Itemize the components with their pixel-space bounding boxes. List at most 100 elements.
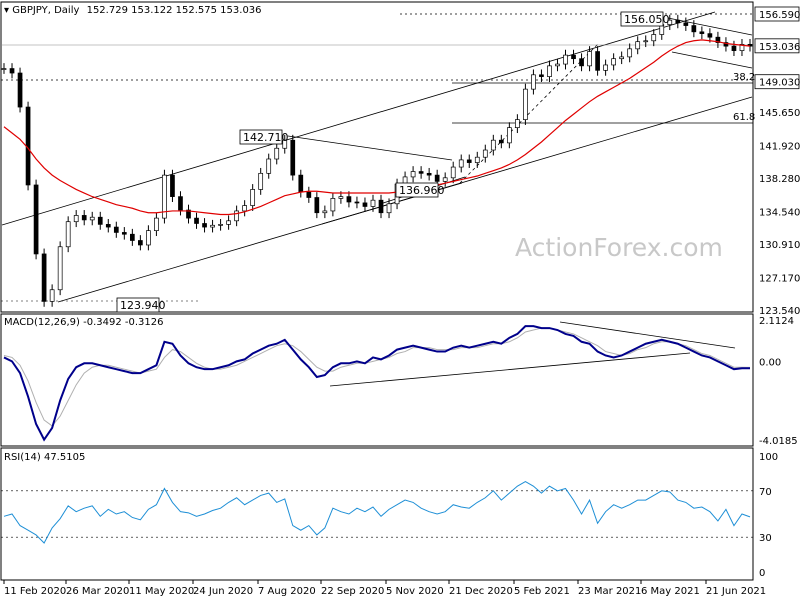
candle-body (635, 41, 641, 50)
y-tick-label: 145.650 (759, 108, 800, 119)
candle-body (466, 159, 472, 163)
annotation-156050-text: 156.050 (624, 13, 670, 26)
price-title-text: ▾ GBPJPY, Daily 152.729 153.122 152.575 … (4, 5, 262, 16)
rsi-pane-frame (0, 447, 754, 581)
candle-body (482, 149, 488, 158)
annotation-156050: 156.050 (620, 11, 670, 27)
candle-body (515, 119, 520, 129)
x-tick-label: 26 Mar 2020 (66, 586, 129, 597)
candle-body (314, 197, 320, 214)
candle-body (731, 45, 737, 51)
y-tick-label: 123.540 (759, 306, 800, 317)
candle-body (138, 240, 143, 246)
candle-body (547, 65, 552, 77)
candle-body (41, 253, 47, 302)
candle-body (370, 199, 376, 207)
candle-body (426, 172, 432, 176)
price-candles (1, 14, 753, 307)
candle-body (474, 156, 480, 163)
rsi-tick-label: 70 (759, 487, 772, 498)
candle-body (458, 159, 464, 168)
x-tick-label: 21 Dec 2020 (449, 586, 513, 597)
candle-body (146, 230, 151, 246)
candle-body (322, 210, 328, 214)
candle-body (723, 42, 729, 47)
candle-body (266, 158, 272, 174)
candle-body (121, 232, 127, 235)
candle-body (306, 191, 312, 198)
annotation-136960: 136.960 (395, 182, 445, 198)
candle-body (226, 220, 231, 225)
candle-body (346, 196, 352, 203)
candle-body (603, 64, 608, 71)
candle-body (154, 217, 159, 231)
y-tick-label: 153.036 (759, 42, 800, 53)
trend-lines (1, 11, 753, 303)
candle-body (595, 51, 600, 71)
candle-body (386, 203, 392, 214)
price-tag-box (754, 74, 800, 90)
x-tick-label: 24 Jun 2020 (193, 586, 253, 597)
rsi-tick-label: 100 (759, 452, 778, 463)
candle-body (129, 233, 135, 241)
candle-body (498, 139, 504, 144)
price-title: ▾ GBPJPY, Daily 152.729 153.122 152.575 … (4, 5, 262, 16)
candle-body (354, 201, 360, 204)
candle-body (89, 216, 95, 221)
y-tick-label: 141.920 (759, 141, 800, 152)
macd-pane-frame (0, 313, 754, 447)
candle-body (539, 74, 544, 77)
candle-body (242, 205, 247, 212)
dashed-trend-line (459, 43, 599, 184)
sma-55-line (3, 39, 751, 216)
candle-body (418, 171, 424, 174)
candle-body (739, 44, 745, 51)
x-tick-label: 5 Nov 2020 (386, 586, 444, 597)
candle-body (619, 56, 625, 60)
channel-upper-line (1, 11, 716, 226)
macd-tick-label: 0.00 (759, 357, 781, 368)
candle-body (162, 174, 167, 219)
x-tick-label: 11 Feb 2020 (4, 586, 66, 597)
candle-body (234, 210, 239, 222)
candle-body (97, 216, 103, 225)
price-pane-frame (0, 1, 754, 313)
candle-body (691, 25, 697, 33)
candle-body (715, 36, 721, 43)
y-tick-label: 127.170 (759, 273, 800, 284)
candle-body (410, 171, 416, 178)
candle-body (571, 54, 576, 60)
macd-lines (3, 325, 751, 442)
rsi-title: RSI(14) 47.5105 (4, 452, 85, 463)
triangle-lower-line (321, 182, 463, 225)
candle-body (57, 246, 63, 291)
candle-body (507, 127, 512, 144)
price-tag-box (754, 38, 800, 54)
candle-body (434, 174, 440, 182)
rsi-lines (1, 480, 753, 544)
candle-body (1, 68, 7, 70)
fib-38-label: 38.2 (733, 72, 755, 83)
candle-body (651, 34, 657, 42)
candle-body (555, 63, 560, 67)
candle-body (218, 224, 223, 226)
candle-body (81, 215, 87, 221)
candle-body (290, 139, 296, 176)
rsi-tick-label: 0 (759, 568, 765, 579)
annotation-142710: 142.710 (239, 129, 289, 145)
candle-body (378, 199, 384, 214)
candle-body (627, 48, 633, 58)
x-tick-label: 22 Sep 2020 (321, 586, 384, 597)
candle-body (186, 209, 191, 219)
x-tick-label: 7 Aug 2020 (258, 586, 316, 597)
rsi-tick-label: 30 (759, 533, 772, 544)
fib-61-label: 61.8 (733, 112, 755, 123)
annotation-123940-text: 123.940 (120, 299, 166, 312)
y-tick-label: 134.540 (759, 207, 800, 218)
candle-body (202, 223, 207, 228)
candle-body (298, 174, 304, 193)
y-tick-label: 138.280 (759, 174, 800, 185)
candle-body (675, 19, 681, 24)
candle-body (611, 58, 616, 66)
x-tick-label: 5 Feb 2021 (514, 586, 570, 597)
